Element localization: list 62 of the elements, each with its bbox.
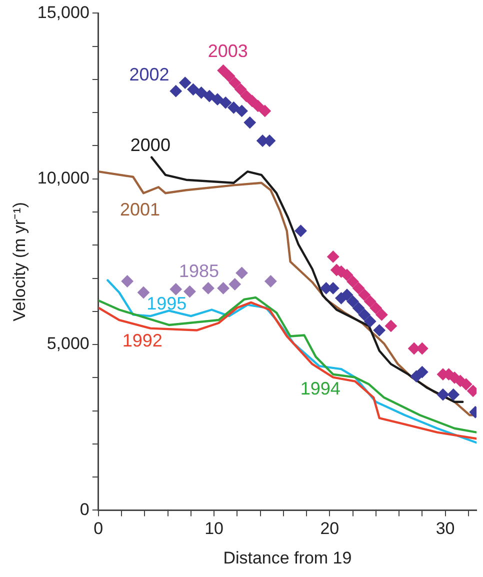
point [376,308,388,321]
point [220,96,232,109]
point [460,378,472,390]
point [121,275,134,288]
point [258,104,271,117]
series-label: 1992 [122,330,162,351]
point [246,95,258,108]
point [364,315,376,328]
point [179,76,192,89]
point [195,86,208,99]
point [447,388,460,401]
point [327,250,340,263]
point [170,85,182,98]
x-tick-label: 20 [320,519,340,538]
point [346,295,359,308]
point [184,286,196,298]
series-label: 2002 [129,64,170,84]
point [352,302,365,314]
point [202,282,214,294]
point [264,275,277,288]
point [364,295,376,308]
point [236,266,248,279]
point [223,70,236,82]
point [352,282,365,294]
point [244,116,256,129]
point [346,276,359,288]
point [211,93,224,106]
y-tick-label: 5,000 [46,334,90,354]
series-label: 1985 [178,260,220,281]
series-label: 2001 [120,200,160,220]
point [236,104,248,117]
point [436,388,449,401]
point [370,302,382,314]
y-tick-label: 15,000 [37,2,90,22]
y-tick-label: 10,000 [37,168,90,188]
point [203,90,216,102]
point [228,102,240,114]
point [187,83,200,96]
point [228,278,241,290]
point [340,288,353,301]
point [358,308,370,321]
y-tick-label: 0 [80,500,90,519]
point [373,324,386,336]
point [384,320,397,332]
series-label: 1994 [300,378,340,399]
point [294,224,307,237]
x-axis-title: Distance from 19 [223,548,352,568]
point [416,366,428,378]
x-tick-label: 30 [436,519,455,538]
y-axis-title: Velocity (m yr⁻¹) [10,202,29,322]
series-label: 1995 [146,294,187,314]
x-tick-label: 0 [94,519,104,538]
point [170,283,182,296]
series-label: 2003 [208,40,248,61]
point [228,76,241,89]
series-label: 2000 [130,135,170,156]
point [234,83,247,96]
point [217,282,230,294]
x-tick-label: 10 [204,519,224,538]
point [252,100,264,112]
point [137,286,150,299]
point [358,288,370,301]
